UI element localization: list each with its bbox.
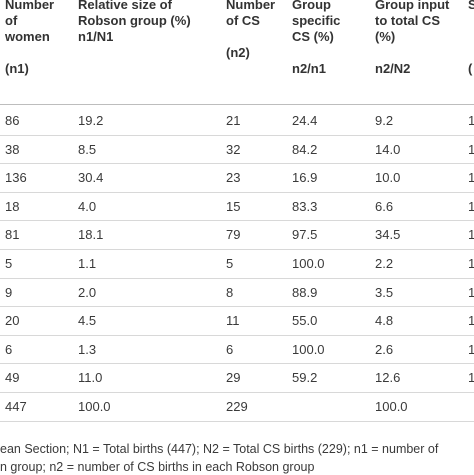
table-cell-r4-c1: 18 (5, 198, 20, 214)
table-cell-r6-c1: 5 (5, 256, 13, 271)
row-divider (0, 392, 474, 393)
header-col5-line-1: Group input (375, 0, 450, 12)
table-cell-r6-c6: 1 (468, 256, 474, 271)
table-cell-r9-c4: 100.0 (292, 341, 325, 357)
header-col1-line-5: (n1) (5, 61, 29, 76)
table-cell-r7-c6: 1 (468, 284, 474, 300)
table-cell-r5-c1: 81 (5, 227, 20, 243)
row-divider (0, 249, 474, 250)
table-cell-r3-c1: 136 (5, 170, 27, 186)
table-cell-r2-c1: 38 (5, 141, 20, 157)
table-cell-r11-c1: 447 (5, 399, 27, 414)
table-cell-r9-c6: 1 (468, 341, 474, 357)
header-col3-line-1: Number (226, 0, 276, 12)
table-cell-r9-c1: 6 (5, 341, 13, 357)
table-cell-r5-c5: 34.5 (375, 227, 401, 243)
table-cell-r3-c4: 16.9 (292, 170, 318, 186)
header-col4-line-5: n2/n1 (292, 61, 326, 76)
table-cell-r11-c2: 100.0 (78, 399, 111, 414)
header-col2-line-3: n1/N1 (78, 29, 114, 44)
table-cell-r6-c5: 2.2 (375, 256, 394, 271)
row-divider (0, 363, 474, 364)
table-cell-r10-c2: 11.0 (78, 370, 103, 386)
table-cell-r4-c2: 4.0 (78, 198, 97, 214)
table-cell-r7-c2: 2.0 (78, 284, 97, 300)
table-cell-r9-c5: 2.6 (375, 341, 394, 357)
table-cell-r1-c3: 21 (226, 113, 241, 128)
header-col1-line-1: Number (5, 0, 55, 12)
table-cell-r9-c2: 1.3 (78, 341, 97, 357)
header-col1-line-3: women (5, 29, 50, 44)
table-cell-r1-c5: 9.2 (375, 113, 394, 128)
row-divider (0, 135, 474, 136)
table-cell-r7-c3: 8 (226, 284, 234, 300)
header-col3-line-4: (n2) (226, 45, 250, 60)
header-col6-line-5: ( (468, 61, 473, 76)
row-divider (0, 306, 474, 307)
header-col6-line-1: S (468, 0, 474, 12)
table-cell-r4-c6: 1 (468, 198, 474, 214)
header-col5-line-2: to total CS (375, 13, 440, 28)
table-cell-r8-c5: 4.8 (375, 313, 394, 329)
table-cell-r3-c2: 30.4 (78, 170, 104, 186)
table-cell-r1-c4: 24.4 (292, 113, 318, 128)
table-cell-r8-c6: 1 (468, 313, 474, 329)
table-cell-r6-c4: 100.0 (292, 256, 325, 271)
row-divider (0, 192, 474, 193)
header-col5-line-3: (%) (375, 29, 396, 44)
table-cell-r6-c3: 5 (226, 256, 234, 271)
header-col3-line-2: of CS (226, 13, 260, 28)
table-cell-r10-c3: 29 (226, 370, 241, 386)
table-cell-r4-c5: 6.6 (375, 198, 394, 214)
footnote-line-2: n group; n2 = number of CS births in eac… (0, 460, 315, 474)
table-cell-r2-c4: 84.2 (292, 141, 318, 157)
table-cell-r1-c2: 19.2 (78, 113, 104, 128)
header-bottom-rule (0, 104, 474, 105)
table-cell-r8-c2: 4.5 (78, 313, 97, 329)
table-cell-r8-c3: 11 (226, 313, 240, 329)
table-cell-r10-c1: 49 (5, 370, 20, 386)
table-cell-r2-c6: 1 (468, 141, 474, 157)
header-col4-line-1: Group (292, 0, 331, 12)
table-cell-r3-c3: 23 (226, 170, 241, 186)
table-cell-r5-c4: 97.5 (292, 227, 318, 243)
header-col5-line-5: n2/N2 (375, 61, 411, 76)
header-col1-line-2: of (5, 13, 18, 28)
row-divider (0, 220, 474, 221)
header-col2-line-2: Robson group (%) (78, 13, 191, 28)
table-cell-r7-c4: 88.9 (292, 284, 318, 300)
table-cell-r9-c3: 6 (226, 341, 234, 357)
table-cell-r10-c5: 12.6 (375, 370, 401, 386)
table-cell-r5-c2: 18.1 (78, 227, 104, 243)
table-cell-r4-c3: 15 (226, 198, 241, 214)
table-cell-r4-c4: 83.3 (292, 198, 318, 214)
table-cell-r3-c6: 1 (468, 170, 474, 186)
table-cell-r8-c4: 55.0 (292, 313, 318, 329)
row-divider (0, 421, 474, 422)
table-cell-r11-c5: 100.0 (375, 399, 408, 414)
header-col4-line-3: CS (%) (292, 29, 334, 44)
table-cell-r2-c5: 14.0 (375, 141, 401, 157)
table-cell-r1-c1: 86 (5, 113, 20, 128)
table-cell-r11-c3: 229 (226, 399, 248, 414)
footnote-line-1: ean Section; N1 = Total births (447); N2… (0, 442, 439, 456)
row-divider (0, 335, 474, 336)
table-cell-r2-c2: 8.5 (78, 141, 97, 157)
row-divider (0, 163, 474, 164)
table-cell-r2-c3: 32 (226, 141, 241, 157)
header-col4-line-2: specific (292, 13, 341, 28)
table-cell-r1-c6: 1 (468, 113, 474, 128)
table-cell-r7-c5: 3.5 (375, 284, 394, 300)
table-cell-r10-c4: 59.2 (292, 370, 318, 386)
table-cell-r7-c1: 9 (5, 284, 13, 300)
table-cell-r3-c5: 10.0 (375, 170, 401, 186)
row-divider (0, 278, 474, 279)
table-cell-r8-c1: 20 (5, 313, 20, 329)
header-col2-line-1: Relative size of (78, 0, 172, 12)
table-cell-r10-c6: 1 (468, 370, 474, 386)
table-cell-r5-c3: 79 (226, 227, 241, 243)
table-cell-r5-c6: 1 (468, 227, 474, 243)
table-cell-r6-c2: 1.1 (78, 256, 97, 271)
